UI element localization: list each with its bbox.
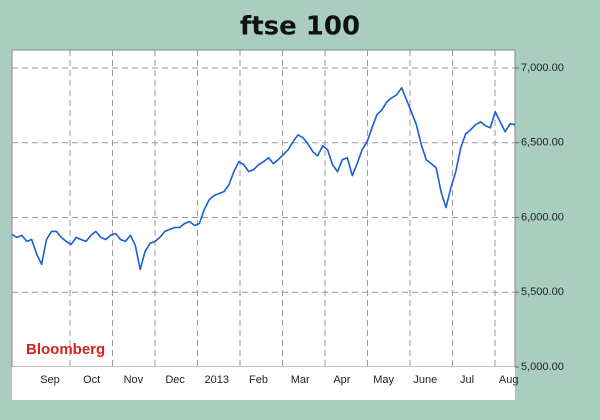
x-tick-label: 2013 xyxy=(205,374,229,386)
y-tick-label: 5,000.00 xyxy=(521,361,564,373)
x-tick-label: Dec xyxy=(165,374,185,386)
y-tick-label: 7,000.00 xyxy=(521,62,564,74)
x-tick-label: June xyxy=(413,374,437,386)
marks xyxy=(11,87,516,271)
x-tick-label: Sep xyxy=(40,374,60,386)
x-tick-label: May xyxy=(373,374,394,386)
x-tick-label: Apr xyxy=(333,374,350,386)
price-line xyxy=(11,87,516,271)
x-axis-area xyxy=(12,367,515,400)
plot-area xyxy=(11,49,516,368)
chart-title: ftse 100 xyxy=(240,12,360,42)
x-tick-label: Jul xyxy=(460,374,474,386)
y-tick-label: 5,500.00 xyxy=(521,286,564,298)
y-tick-label: 6,500.00 xyxy=(521,137,564,149)
source-label: Bloomberg xyxy=(26,341,105,358)
x-tick-label: Feb xyxy=(249,374,268,386)
grid xyxy=(12,50,519,368)
x-tick-label: Aug xyxy=(499,374,519,386)
y-tick-label: 6,000.00 xyxy=(521,211,564,223)
x-tick-label: Nov xyxy=(124,374,144,386)
x-tick-label: Oct xyxy=(83,374,100,386)
x-tick-label: Mar xyxy=(291,374,310,386)
